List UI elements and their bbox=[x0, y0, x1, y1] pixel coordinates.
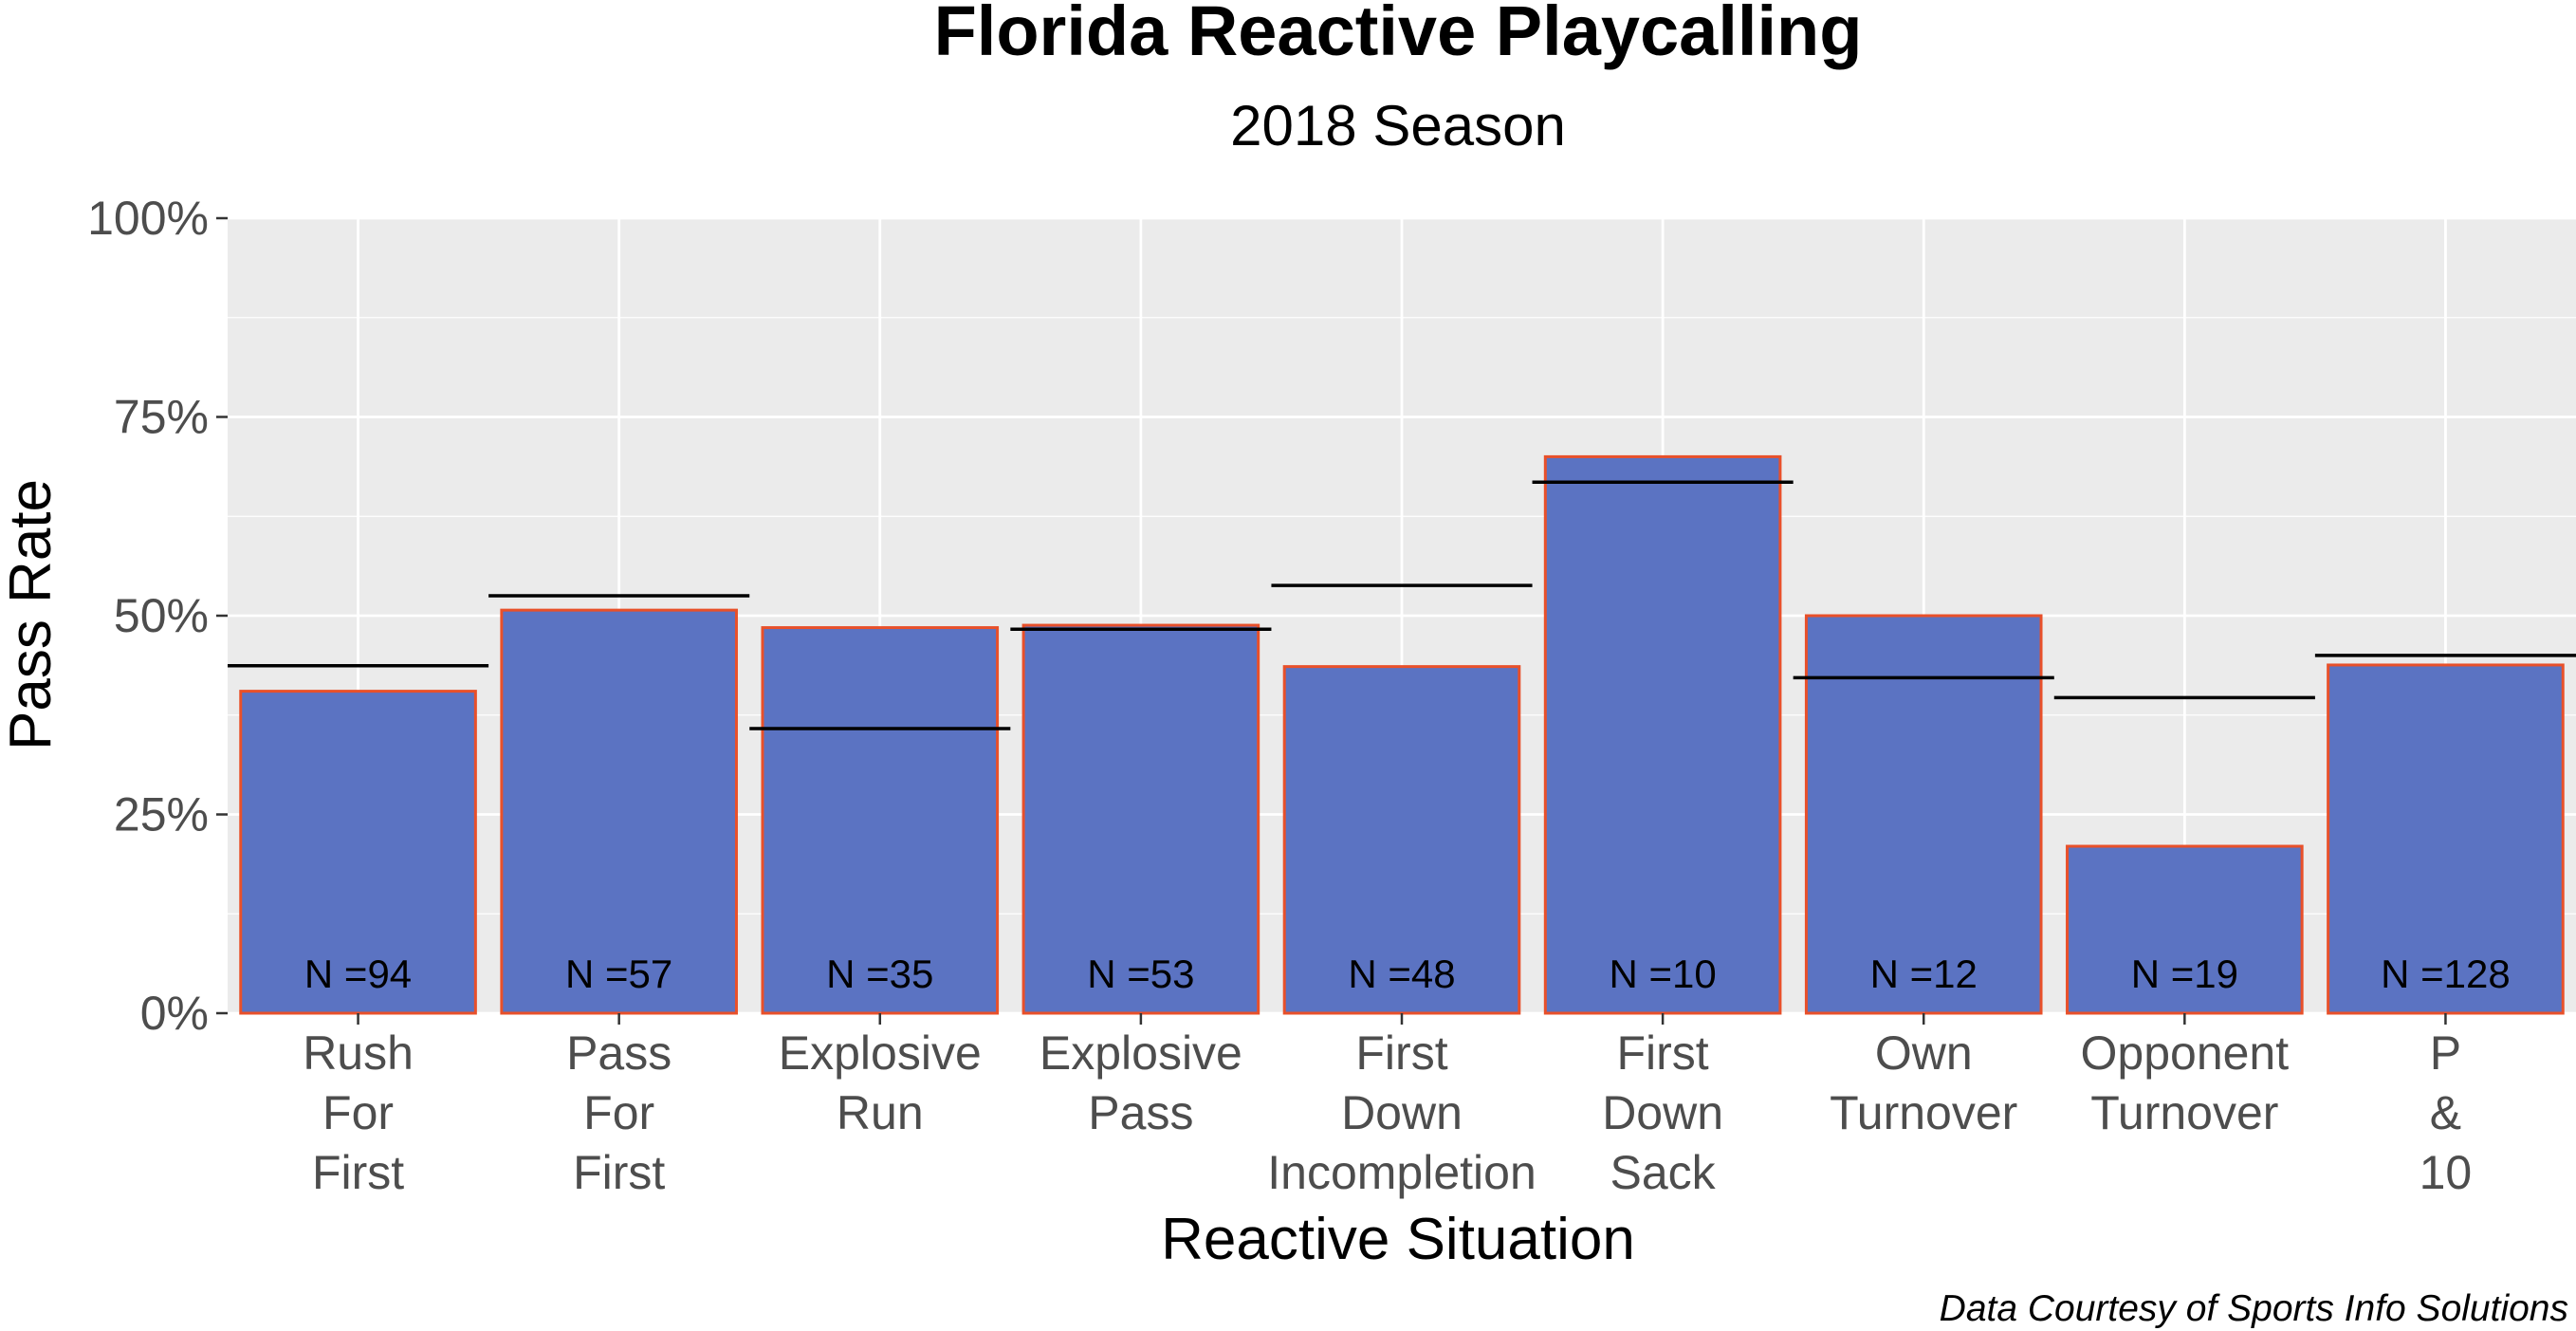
x-axis-title: Reactive Situation bbox=[1161, 1207, 1635, 1272]
x-tick-label: Down bbox=[1602, 1086, 1723, 1139]
y-tick-label: 50% bbox=[114, 589, 209, 642]
x-tick-label: & bbox=[2430, 1086, 2461, 1139]
x-tick-label: Own bbox=[1875, 1026, 1973, 1080]
n-label: N =128 bbox=[2381, 952, 2511, 996]
n-label: N =53 bbox=[1087, 952, 1194, 996]
y-tick-label: 0% bbox=[140, 987, 209, 1040]
bar bbox=[761, 626, 1000, 1015]
n-label: N =35 bbox=[826, 952, 933, 996]
chart-subtitle: 2018 Season bbox=[1230, 94, 1566, 157]
n-label: N =10 bbox=[1609, 952, 1716, 996]
x-tick-label: Down bbox=[1341, 1086, 1463, 1139]
sample-size-labels: N =94 N =57 N =35 N =53 N =48 N =10 N =12 N =19… bbox=[304, 952, 2511, 996]
x-tick-label: First bbox=[573, 1146, 665, 1199]
chart-title: Florida Reactive Playcalling bbox=[934, 0, 1863, 70]
x-tick-label: Pass bbox=[566, 1026, 672, 1080]
x-axis: Rush For First Pass For First Explosive Run Expl… bbox=[303, 1013, 2472, 1199]
x-tick-label: Turnover bbox=[2090, 1086, 2278, 1139]
bar bbox=[1804, 614, 2043, 1015]
caption: Data Courtesy of Sports Info Solutions bbox=[1940, 1288, 2568, 1329]
n-label: N =57 bbox=[565, 952, 672, 996]
x-tick-label: First bbox=[1617, 1026, 1709, 1080]
n-label: N =94 bbox=[304, 952, 412, 996]
x-tick-label: For bbox=[322, 1086, 394, 1139]
x-tick-label: Explosive bbox=[1040, 1026, 1242, 1080]
y-tick-label: 100% bbox=[87, 192, 209, 245]
y-tick-label: 75% bbox=[114, 391, 209, 444]
y-axis: 0% 25% 50% 75% 100% bbox=[87, 192, 228, 1040]
x-tick-label: Explosive bbox=[779, 1026, 982, 1080]
x-tick-label: P bbox=[2430, 1026, 2461, 1080]
bar bbox=[239, 690, 477, 1015]
x-tick-label: Rush bbox=[303, 1026, 414, 1080]
reference-lines bbox=[228, 480, 2576, 730]
n-label: N =19 bbox=[2131, 952, 2238, 996]
bar bbox=[2327, 663, 2565, 1015]
x-tick-label: Pass bbox=[1088, 1086, 1193, 1139]
x-tick-label: Sack bbox=[1610, 1146, 1717, 1199]
bars bbox=[239, 454, 2565, 1015]
bar bbox=[500, 608, 738, 1015]
x-tick-label: First bbox=[1355, 1026, 1447, 1080]
x-tick-label: Incompletion bbox=[1267, 1146, 1536, 1199]
bar bbox=[1282, 665, 1521, 1015]
x-tick-label: Opponent bbox=[2081, 1026, 2290, 1080]
x-tick-label: First bbox=[312, 1146, 404, 1199]
bar bbox=[2066, 844, 2304, 1015]
n-label: N =48 bbox=[1348, 952, 1455, 996]
x-tick-label: For bbox=[583, 1086, 654, 1139]
bar bbox=[1021, 623, 1260, 1015]
y-tick-label: 25% bbox=[114, 788, 209, 841]
y-axis-title: Pass Rate bbox=[0, 479, 64, 750]
x-tick-label: 10 bbox=[2420, 1146, 2473, 1199]
n-label: N =12 bbox=[1870, 952, 1978, 996]
bar bbox=[1543, 454, 1782, 1015]
x-tick-label: Run bbox=[837, 1086, 924, 1139]
x-tick-label: Turnover bbox=[1830, 1086, 2017, 1139]
